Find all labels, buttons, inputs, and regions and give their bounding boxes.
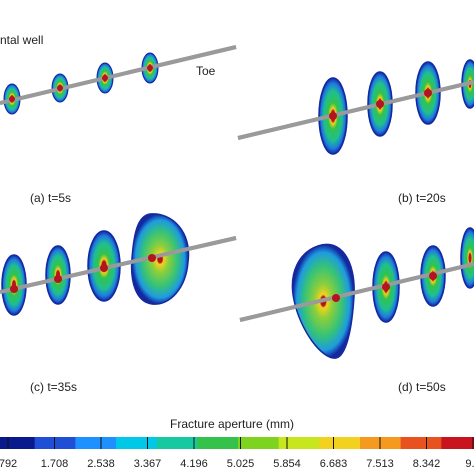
colorbar-segment <box>116 437 158 449</box>
panel-d <box>239 227 474 359</box>
fracture-c4 <box>130 213 190 305</box>
colorbar-tick-label: 792 <box>0 458 18 470</box>
colorbar-segment <box>34 437 76 449</box>
colorbar-tick-label: 2.538 <box>87 458 115 470</box>
colorbar-segment <box>75 437 117 449</box>
colorbar-segment <box>0 437 36 449</box>
colorbar-segment <box>156 437 198 449</box>
colorbar-title: Fracture aperture (mm) <box>170 417 295 431</box>
panel-a <box>0 45 237 115</box>
colorbar-tick-label: 9.1 <box>465 458 474 470</box>
colorbar <box>0 437 474 449</box>
colorbar-tick-label: 3.367 <box>133 458 162 470</box>
panel-b <box>237 59 474 155</box>
colorbar-segment <box>197 437 239 449</box>
colorbar-segment <box>319 437 361 449</box>
colorbar-segment <box>441 437 474 449</box>
colorbar-segment <box>278 437 320 449</box>
colorbar-tick-label: 5.025 <box>226 458 255 470</box>
colorbar-tick-label: 4.196 <box>180 458 208 470</box>
panel-c <box>0 213 237 316</box>
fracture-d4 <box>460 227 474 289</box>
colorbar-segment <box>360 437 402 449</box>
caption-a: (a) t=5s <box>30 191 72 205</box>
caption-b: (b) t=20s <box>398 191 446 205</box>
caption-c: (c) t=35s <box>30 380 78 394</box>
colorbar-tick-label: 1.708 <box>40 458 69 470</box>
colorbar-segment <box>400 437 442 449</box>
well-label: ntal well <box>0 33 44 47</box>
colorbar-tick-label: 6.683 <box>319 458 348 470</box>
toe-label: Toe <box>196 64 216 78</box>
caption-d: (d) t=50s <box>398 380 446 394</box>
colorbar-tick-label: 5.854 <box>273 458 301 470</box>
colorbar-tick-label: 7.513 <box>366 458 394 470</box>
colorbar-segment <box>238 437 280 449</box>
colorbar-tick-label: 8.342 <box>412 458 441 470</box>
